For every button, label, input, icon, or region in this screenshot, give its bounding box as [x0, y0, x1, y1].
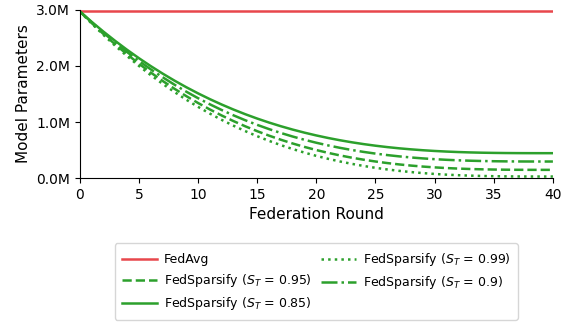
Y-axis label: Model Parameters: Model Parameters — [15, 25, 31, 163]
X-axis label: Federation Round: Federation Round — [249, 207, 384, 223]
Legend: FedAvg, FedSparsify ($S_T$ = 0.95), FedSparsify ($S_T$ = 0.85), FedSparsify ($S_: FedAvg, FedSparsify ($S_T$ = 0.95), FedS… — [115, 243, 518, 320]
